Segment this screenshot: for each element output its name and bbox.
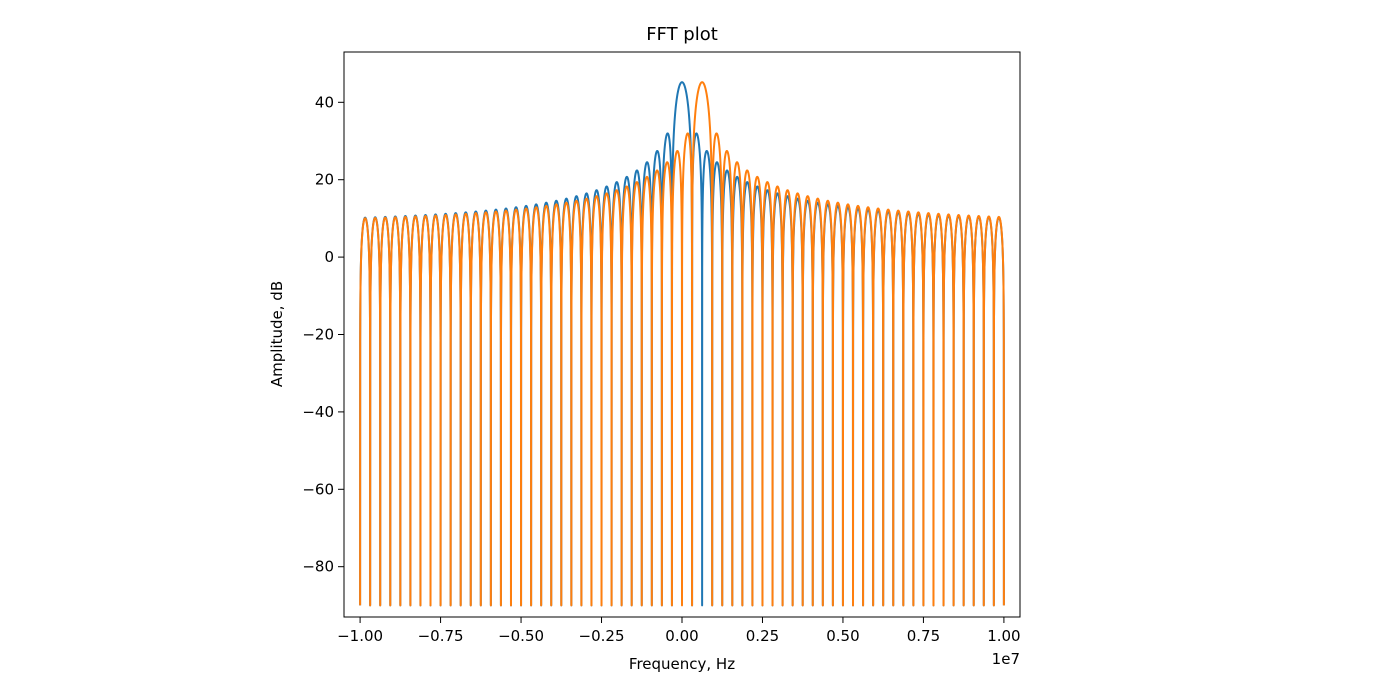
y-axis-label: Amplitude, dB — [268, 281, 286, 387]
x-tick-label: −1.00 — [337, 627, 383, 645]
x-tick-label: 0.75 — [907, 627, 940, 645]
x-tick-label: −0.75 — [418, 627, 464, 645]
x-tick-label: 0.00 — [665, 627, 698, 645]
series-line-2 — [359, 81, 1005, 607]
y-tick-label: −40 — [302, 403, 334, 421]
y-tick-label: 0 — [324, 248, 334, 266]
x-axis-ticks: −1.00 −0.75 −0.50 −0.25 0.00 0.25 0.50 0.75 1.00 — [337, 617, 1021, 645]
y-tick-label: 40 — [315, 93, 334, 111]
x-tick-label: 0.25 — [746, 627, 779, 645]
x-tick-label: 1.00 — [987, 627, 1020, 645]
y-tick-label: 20 — [315, 171, 334, 189]
chart-title: FFT plot — [646, 24, 718, 45]
y-tick-label: −20 — [302, 326, 334, 344]
x-tick-label: 0.50 — [826, 627, 859, 645]
x-axis-label: Frequency, Hz — [629, 655, 735, 673]
y-tick-label: −80 — [302, 558, 334, 576]
y-axis-ticks: 40 20 0 −20 −40 −60 −80 — [302, 93, 344, 576]
x-axis-offset-label: 1e7 — [992, 650, 1020, 668]
x-tick-label: −0.50 — [498, 627, 544, 645]
series-layer — [359, 81, 1005, 607]
y-tick-label: −60 — [302, 480, 334, 498]
x-tick-label: −0.25 — [579, 627, 625, 645]
